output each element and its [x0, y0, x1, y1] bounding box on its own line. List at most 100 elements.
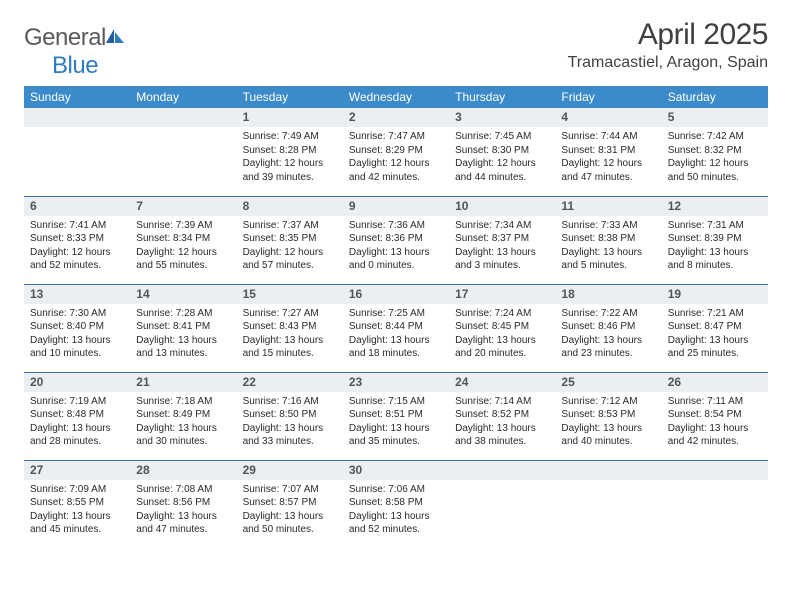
sunrise-text: Sunrise: 7:33 AM — [561, 219, 655, 233]
day-content: Sunrise: 7:21 AMSunset: 8:47 PMDaylight:… — [662, 304, 768, 365]
daylight-text-1: Daylight: 13 hours — [243, 510, 337, 524]
sunrise-text: Sunrise: 7:44 AM — [561, 130, 655, 144]
title-block: April 2025 Tramacastiel, Aragon, Spain — [568, 18, 768, 72]
day-number: 13 — [24, 285, 130, 304]
day-number: 26 — [662, 373, 768, 392]
daylight-text-2: and 42 minutes. — [349, 171, 443, 185]
sunset-text: Sunset: 8:55 PM — [30, 496, 124, 510]
sunrise-text: Sunrise: 7:45 AM — [455, 130, 549, 144]
day-content: Sunrise: 7:18 AMSunset: 8:49 PMDaylight:… — [130, 392, 236, 453]
daylight-text-1: Daylight: 13 hours — [243, 334, 337, 348]
calendar-day-cell — [24, 108, 130, 196]
day-number: 11 — [555, 197, 661, 216]
daylight-text-2: and 55 minutes. — [136, 259, 230, 273]
daylight-text-1: Daylight: 12 hours — [668, 157, 762, 171]
calendar-day-cell: 28Sunrise: 7:08 AMSunset: 8:56 PMDayligh… — [130, 460, 236, 548]
calendar-week-row: 27Sunrise: 7:09 AMSunset: 8:55 PMDayligh… — [24, 460, 768, 548]
calendar-day-cell: 10Sunrise: 7:34 AMSunset: 8:37 PMDayligh… — [449, 196, 555, 284]
weekday-header: Friday — [555, 86, 661, 108]
daylight-text-2: and 33 minutes. — [243, 435, 337, 449]
sunset-text: Sunset: 8:39 PM — [668, 232, 762, 246]
calendar-day-cell: 19Sunrise: 7:21 AMSunset: 8:47 PMDayligh… — [662, 284, 768, 372]
daylight-text-2: and 44 minutes. — [455, 171, 549, 185]
day-content: Sunrise: 7:22 AMSunset: 8:46 PMDaylight:… — [555, 304, 661, 365]
sunrise-text: Sunrise: 7:39 AM — [136, 219, 230, 233]
daylight-text-2: and 50 minutes. — [668, 171, 762, 185]
sunset-text: Sunset: 8:44 PM — [349, 320, 443, 334]
sunset-text: Sunset: 8:46 PM — [561, 320, 655, 334]
daylight-text-2: and 23 minutes. — [561, 347, 655, 361]
sunrise-text: Sunrise: 7:31 AM — [668, 219, 762, 233]
sunrise-text: Sunrise: 7:41 AM — [30, 219, 124, 233]
day-number: 28 — [130, 461, 236, 480]
sunrise-text: Sunrise: 7:12 AM — [561, 395, 655, 409]
calendar-day-cell: 1Sunrise: 7:49 AMSunset: 8:28 PMDaylight… — [237, 108, 343, 196]
header: General Blue April 2025 Tramacastiel, Ar… — [24, 18, 768, 80]
calendar-day-cell: 21Sunrise: 7:18 AMSunset: 8:49 PMDayligh… — [130, 372, 236, 460]
logo-sail-icon — [104, 24, 126, 52]
sunset-text: Sunset: 8:51 PM — [349, 408, 443, 422]
sunrise-text: Sunrise: 7:08 AM — [136, 483, 230, 497]
sunset-text: Sunset: 8:29 PM — [349, 144, 443, 158]
daylight-text-1: Daylight: 13 hours — [243, 422, 337, 436]
day-content: Sunrise: 7:12 AMSunset: 8:53 PMDaylight:… — [555, 392, 661, 453]
sunrise-text: Sunrise: 7:47 AM — [349, 130, 443, 144]
calendar-day-cell: 17Sunrise: 7:24 AMSunset: 8:45 PMDayligh… — [449, 284, 555, 372]
day-number: 24 — [449, 373, 555, 392]
day-number: 22 — [237, 373, 343, 392]
day-content: Sunrise: 7:16 AMSunset: 8:50 PMDaylight:… — [237, 392, 343, 453]
day-content: Sunrise: 7:37 AMSunset: 8:35 PMDaylight:… — [237, 216, 343, 277]
day-number: 1 — [237, 108, 343, 127]
daylight-text-1: Daylight: 13 hours — [561, 246, 655, 260]
calendar-table: SundayMondayTuesdayWednesdayThursdayFrid… — [24, 86, 768, 548]
sunrise-text: Sunrise: 7:37 AM — [243, 219, 337, 233]
calendar-day-cell: 14Sunrise: 7:28 AMSunset: 8:41 PMDayligh… — [130, 284, 236, 372]
sunrise-text: Sunrise: 7:14 AM — [455, 395, 549, 409]
daylight-text-1: Daylight: 13 hours — [136, 422, 230, 436]
calendar-day-cell: 22Sunrise: 7:16 AMSunset: 8:50 PMDayligh… — [237, 372, 343, 460]
daylight-text-1: Daylight: 13 hours — [349, 422, 443, 436]
day-number: 23 — [343, 373, 449, 392]
calendar-day-cell: 8Sunrise: 7:37 AMSunset: 8:35 PMDaylight… — [237, 196, 343, 284]
daylight-text-1: Daylight: 13 hours — [668, 422, 762, 436]
page-title: April 2025 — [568, 18, 768, 52]
day-content: Sunrise: 7:06 AMSunset: 8:58 PMDaylight:… — [343, 480, 449, 541]
day-content: Sunrise: 7:14 AMSunset: 8:52 PMDaylight:… — [449, 392, 555, 453]
sunset-text: Sunset: 8:47 PM — [668, 320, 762, 334]
day-number: 29 — [237, 461, 343, 480]
day-content: Sunrise: 7:33 AMSunset: 8:38 PMDaylight:… — [555, 216, 661, 277]
weekday-header: Saturday — [662, 86, 768, 108]
day-content: Sunrise: 7:41 AMSunset: 8:33 PMDaylight:… — [24, 216, 130, 277]
daylight-text-2: and 42 minutes. — [668, 435, 762, 449]
sunrise-text: Sunrise: 7:11 AM — [668, 395, 762, 409]
sunrise-text: Sunrise: 7:09 AM — [30, 483, 124, 497]
day-number: 10 — [449, 197, 555, 216]
day-number: 8 — [237, 197, 343, 216]
daylight-text-1: Daylight: 12 hours — [243, 157, 337, 171]
sunset-text: Sunset: 8:40 PM — [30, 320, 124, 334]
daylight-text-1: Daylight: 13 hours — [30, 422, 124, 436]
day-number: 17 — [449, 285, 555, 304]
day-number: 4 — [555, 108, 661, 127]
daylight-text-2: and 47 minutes. — [561, 171, 655, 185]
daylight-text-1: Daylight: 13 hours — [349, 334, 443, 348]
sunset-text: Sunset: 8:43 PM — [243, 320, 337, 334]
calendar-day-cell: 5Sunrise: 7:42 AMSunset: 8:32 PMDaylight… — [662, 108, 768, 196]
day-number: 16 — [343, 285, 449, 304]
sunrise-text: Sunrise: 7:28 AM — [136, 307, 230, 321]
calendar-day-cell: 20Sunrise: 7:19 AMSunset: 8:48 PMDayligh… — [24, 372, 130, 460]
location-subtitle: Tramacastiel, Aragon, Spain — [568, 54, 768, 72]
weekday-header: Monday — [130, 86, 236, 108]
day-content: Sunrise: 7:09 AMSunset: 8:55 PMDaylight:… — [24, 480, 130, 541]
sunrise-text: Sunrise: 7:18 AM — [136, 395, 230, 409]
day-number: 25 — [555, 373, 661, 392]
sunset-text: Sunset: 8:45 PM — [455, 320, 549, 334]
sunset-text: Sunset: 8:53 PM — [561, 408, 655, 422]
logo: General Blue — [24, 24, 126, 80]
calendar-day-cell: 25Sunrise: 7:12 AMSunset: 8:53 PMDayligh… — [555, 372, 661, 460]
sunset-text: Sunset: 8:38 PM — [561, 232, 655, 246]
day-content: Sunrise: 7:36 AMSunset: 8:36 PMDaylight:… — [343, 216, 449, 277]
calendar-day-cell: 11Sunrise: 7:33 AMSunset: 8:38 PMDayligh… — [555, 196, 661, 284]
calendar-day-cell: 15Sunrise: 7:27 AMSunset: 8:43 PMDayligh… — [237, 284, 343, 372]
calendar-week-row: 20Sunrise: 7:19 AMSunset: 8:48 PMDayligh… — [24, 372, 768, 460]
